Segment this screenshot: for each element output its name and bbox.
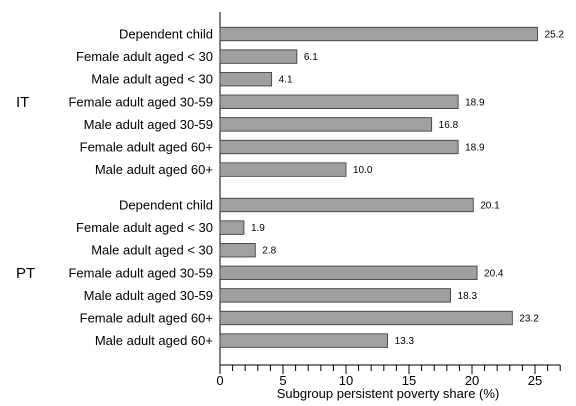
bar (219, 117, 433, 132)
category-label: Female adult aged 60+ (80, 140, 213, 155)
bar (219, 288, 451, 303)
bar (219, 220, 245, 235)
value-label: 18.9 (465, 143, 485, 154)
value-label: 20.1 (480, 201, 500, 212)
category-label: Male adult aged 60+ (95, 333, 213, 348)
x-axis-title: Subgroup persistent poverty share (%) (277, 386, 500, 401)
group-label: PT (16, 265, 35, 282)
x-tick-label: 25 (528, 373, 542, 388)
bar (219, 310, 513, 326)
category-label: Male adult aged 60+ (95, 162, 213, 177)
value-label: 18.9 (465, 97, 485, 108)
plot-area: 0 5 10 15 20 25 Dependent child 25.2 Female adul… (16, 12, 564, 388)
value-label: 2.8 (262, 246, 276, 257)
category-label: Female adult aged 60+ (80, 311, 213, 326)
x-tick-label: 20 (465, 373, 479, 388)
value-label: 10.0 (353, 165, 373, 176)
bar (219, 162, 347, 177)
bar (219, 139, 459, 155)
x-tick-label: 5 (279, 373, 286, 388)
category-label: Male adult aged 30-59 (84, 288, 213, 303)
category-label: Dependent child (119, 198, 213, 213)
value-label: 13.3 (395, 336, 415, 347)
bar (219, 72, 273, 87)
value-label: 4.1 (279, 75, 293, 86)
bar (219, 333, 388, 348)
category-label: Female adult aged 30-59 (68, 265, 213, 280)
value-label: 25.2 (545, 30, 565, 41)
category-label: Male adult aged < 30 (91, 72, 213, 87)
bar (219, 49, 298, 64)
category-label: Female adult aged 30-59 (68, 94, 213, 109)
bar (219, 197, 474, 213)
value-label: 18.3 (458, 291, 478, 302)
value-label: 16.8 (439, 120, 459, 131)
value-label: 6.1 (304, 52, 318, 63)
x-tick-label: 15 (402, 373, 416, 388)
bar (219, 94, 459, 109)
bar (219, 243, 256, 258)
category-label: Dependent child (119, 27, 213, 42)
category-label: Female adult aged < 30 (76, 49, 213, 64)
value-label: 20.4 (484, 268, 504, 279)
bar (219, 26, 538, 42)
x-tick-label: 10 (339, 373, 353, 388)
value-label: 1.9 (251, 223, 265, 234)
value-label: 23.2 (519, 314, 539, 325)
group-label: IT (16, 94, 29, 111)
category-label: Female adult aged < 30 (76, 220, 213, 235)
bar (219, 265, 478, 280)
x-tick-label: 0 (216, 373, 223, 388)
category-label: Male adult aged < 30 (91, 243, 213, 258)
category-label: Male adult aged 30-59 (84, 117, 213, 132)
